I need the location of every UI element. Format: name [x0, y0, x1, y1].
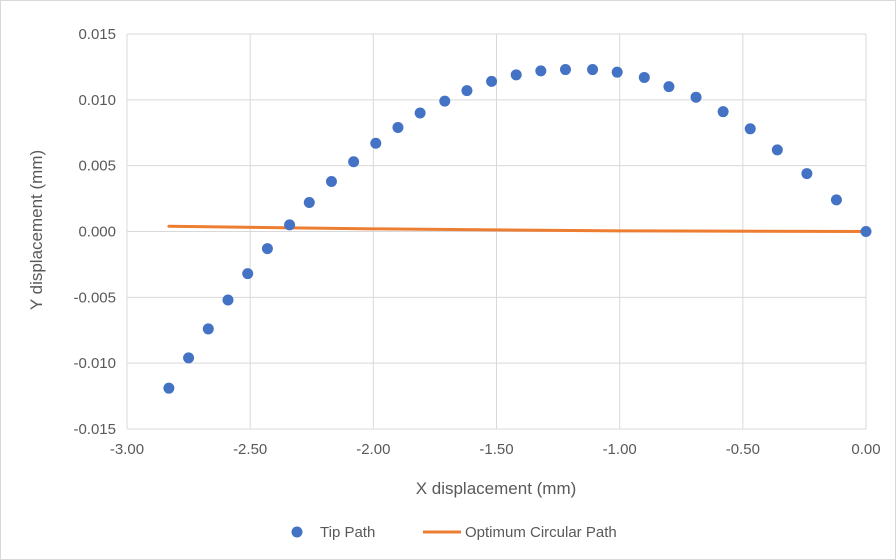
y-tick-label: 0.005 [78, 158, 116, 175]
data-point-tip-path [587, 64, 599, 76]
legend-label-optimum-circular-path: Optimum Circular Path [465, 524, 617, 541]
data-point-tip-path [717, 106, 729, 118]
x-tick-label: -1.50 [479, 441, 513, 458]
tick-layer: -3.00 -2.50 -2.00 -1.50 -1.00 -0.50 0.00 -0.015… [73, 26, 880, 458]
data-point-tip-path [222, 294, 234, 306]
legend: Tip Path Optimum Circular Path [291, 524, 617, 541]
y-tick-label: 0.010 [78, 92, 116, 109]
data-point-tip-path [801, 168, 813, 180]
y-axis-title: Y displacement (mm) [27, 150, 46, 310]
x-tick-label: -2.50 [233, 441, 267, 458]
data-point-tip-path [414, 107, 426, 119]
data-point-tip-path [439, 95, 451, 107]
data-point-tip-path [261, 243, 273, 255]
y-tick-label: -0.005 [73, 289, 116, 306]
data-point-tip-path [348, 156, 360, 168]
data-point-tip-path [535, 65, 547, 77]
data-point-tip-path [663, 81, 675, 93]
data-point-tip-path [202, 323, 214, 335]
x-tick-label: -3.00 [110, 441, 144, 458]
data-point-tip-path [183, 352, 195, 364]
y-tick-label: 0.015 [78, 26, 116, 43]
data-point-tip-path [461, 85, 473, 97]
data-point-tip-path [242, 268, 254, 280]
y-tick-label: -0.010 [73, 355, 116, 372]
x-tick-label: 0.00 [851, 441, 880, 458]
data-point-tip-path [771, 144, 783, 156]
data-point-tip-path [303, 197, 315, 209]
data-point-tip-path [860, 226, 872, 237]
data-point-tip-path [744, 123, 756, 135]
x-tick-label: -1.00 [603, 441, 637, 458]
data-point-tip-path [370, 137, 382, 149]
y-tick-label: -0.015 [73, 421, 116, 438]
data-point-tip-path [486, 75, 498, 87]
data-point-tip-path [284, 219, 296, 231]
data-point-tip-path [163, 382, 175, 394]
data-point-tip-path [690, 91, 702, 103]
x-tick-label: -2.00 [356, 441, 390, 458]
data-point-tip-path [325, 175, 337, 187]
data-point-tip-path [611, 66, 623, 78]
x-tick-label: -0.50 [726, 441, 760, 458]
legend-label-tip-path: Tip Path [320, 524, 375, 541]
data-point-tip-path [392, 121, 404, 133]
grid-layer [126, 33, 867, 430]
series-line-optimum-circular-path [167, 224, 868, 233]
legend-marker-tip-path [291, 526, 303, 538]
data-point-tip-path [638, 71, 650, 83]
series-layer [163, 64, 872, 394]
data-point-tip-path [830, 194, 842, 206]
data-point-tip-path [510, 69, 522, 81]
x-axis-title: X displacement (mm) [416, 479, 577, 498]
y-tick-label: 0.000 [78, 224, 116, 241]
data-point-tip-path [559, 64, 571, 76]
